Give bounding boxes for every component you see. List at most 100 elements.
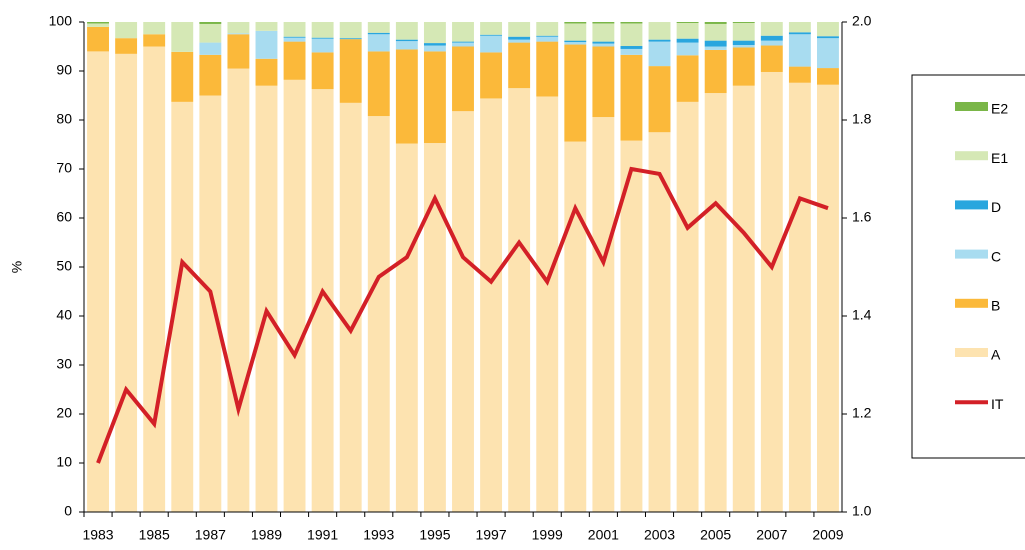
x-tick-label: 2009	[812, 527, 843, 543]
y-tick-label: 30	[56, 356, 72, 372]
bar-segment	[87, 26, 109, 52]
bar-segment	[676, 55, 699, 102]
y2-tick-label: 2.0	[852, 13, 872, 29]
bar-segment	[564, 22, 587, 24]
y2-tick-label: 1.0	[852, 503, 872, 519]
bar-segment	[732, 45, 755, 48]
bar-segment	[311, 52, 334, 90]
bar-segment	[115, 53, 138, 512]
bar-segment	[480, 22, 503, 35]
y-tick-label: 40	[56, 307, 72, 323]
bar-segment	[676, 101, 699, 513]
bar-segment	[648, 132, 671, 512]
bar-segment	[817, 36, 839, 39]
bar-segment	[817, 84, 839, 512]
bar-segment	[817, 22, 839, 37]
bar-segment	[564, 44, 587, 142]
bar-segment	[536, 36, 559, 42]
bar-segment	[480, 35, 503, 53]
bar-segment	[452, 22, 474, 42]
bar-segment	[564, 40, 587, 43]
x-tick-label: 1997	[475, 527, 506, 543]
bar-segment	[760, 22, 783, 36]
bar-segment	[199, 23, 222, 43]
bar-segment	[367, 51, 390, 117]
x-tick-label: 1983	[82, 527, 113, 543]
bar-segment	[255, 22, 278, 31]
bar-segment	[704, 49, 727, 94]
bar-segment	[115, 22, 138, 39]
bar-segment	[367, 32, 390, 35]
bar-segment	[367, 22, 390, 33]
bar-segment	[255, 85, 278, 512]
bar-segment	[592, 117, 615, 512]
bar-segment	[395, 22, 418, 40]
bar-segment	[592, 23, 615, 42]
legend-swatch	[955, 102, 988, 111]
bar-segment	[339, 38, 362, 40]
bar-segment	[676, 38, 699, 43]
legend-label: E2	[991, 101, 1008, 117]
y-tick-label: 50	[56, 258, 72, 274]
bar-segment	[536, 41, 559, 97]
bar-segment	[536, 35, 559, 37]
bar-segment	[760, 40, 783, 46]
bar-segment	[311, 38, 334, 53]
bar-segment	[704, 22, 727, 24]
legend-label: IT	[991, 396, 1004, 412]
y-axis-label: %	[9, 261, 25, 273]
bar-segment	[536, 96, 559, 512]
y2-tick-label: 1.2	[852, 405, 872, 421]
bar-segment	[395, 39, 418, 42]
bar-segment	[620, 54, 643, 141]
bar-segment	[452, 46, 474, 112]
bar-segment	[648, 22, 671, 40]
bar-segment	[732, 85, 755, 512]
bar-segment	[760, 35, 783, 41]
y2-tick-label: 1.6	[852, 209, 872, 225]
x-tick-label: 2001	[588, 527, 619, 543]
bar-segment	[87, 51, 109, 513]
bar-segment	[648, 66, 671, 133]
legend-label: D	[991, 199, 1001, 215]
bar-segment	[592, 22, 615, 24]
y-tick-label: 20	[56, 405, 72, 421]
x-tick-label: 2003	[644, 527, 675, 543]
bar-segment	[732, 22, 755, 41]
x-tick-label: 2005	[700, 527, 731, 543]
bar-segment	[171, 22, 194, 52]
y-tick-label: 80	[56, 111, 72, 127]
bar-segment	[648, 41, 671, 67]
bar-segment	[620, 140, 643, 512]
bar-segment	[283, 37, 306, 42]
legend-label: E1	[991, 150, 1008, 166]
y-tick-label: 10	[56, 454, 72, 470]
bar-segment	[423, 43, 446, 46]
bar-segment	[283, 41, 306, 80]
y-tick-label: 60	[56, 209, 72, 225]
bar-segment	[592, 41, 615, 44]
bar-segment	[339, 22, 362, 39]
bar-segment	[788, 82, 811, 512]
bar-segment	[592, 46, 615, 118]
line-series	[96, 166, 829, 464]
bar-segment	[143, 22, 166, 35]
bar-segment	[508, 88, 531, 513]
y-tick-label: 70	[56, 160, 72, 176]
bar-segment	[115, 38, 138, 54]
bar-segment	[760, 45, 783, 72]
bar-segment	[423, 143, 446, 512]
bar-segment	[788, 32, 811, 35]
y-tick-label: 0	[64, 503, 72, 519]
bar-segment	[171, 101, 194, 513]
bar-segment	[676, 22, 699, 23]
bar-segment	[817, 68, 839, 85]
x-tick-label: 1995	[419, 527, 450, 543]
bar-segment	[508, 22, 531, 37]
bar-segment	[760, 71, 783, 512]
bar-segment	[564, 141, 587, 512]
legend-swatch	[955, 200, 988, 210]
x-tick-label: 1991	[307, 527, 338, 543]
bar-segment	[648, 39, 671, 42]
y2-tick-label: 1.4	[852, 307, 872, 323]
